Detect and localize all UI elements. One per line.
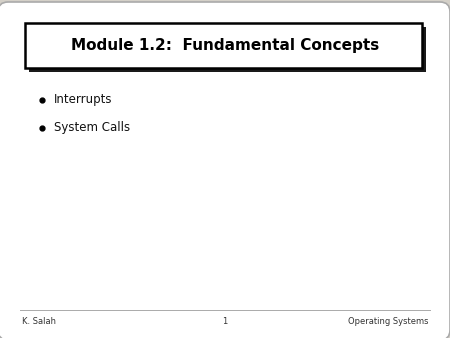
Text: K. Salah: K. Salah — [22, 317, 56, 327]
Text: Interrupts: Interrupts — [54, 94, 112, 106]
FancyBboxPatch shape — [29, 27, 426, 72]
FancyBboxPatch shape — [25, 23, 422, 68]
Text: System Calls: System Calls — [54, 121, 130, 135]
Text: Operating Systems: Operating Systems — [347, 317, 428, 327]
Text: 1: 1 — [222, 317, 228, 327]
Text: Module 1.2:  Fundamental Concepts: Module 1.2: Fundamental Concepts — [71, 38, 379, 53]
